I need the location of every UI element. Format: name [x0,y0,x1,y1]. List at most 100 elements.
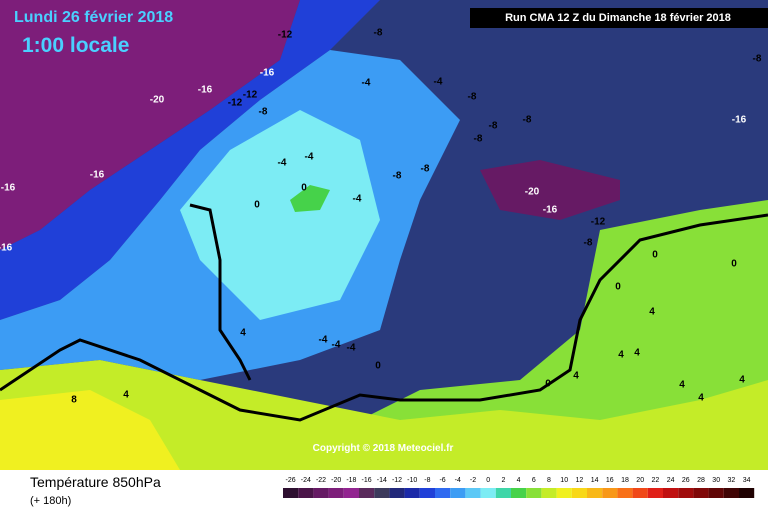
scale-tick-label: 32 [728,477,736,484]
contour-label: -4 [347,343,356,354]
scale-swatch [359,488,375,498]
scale-swatch [663,488,679,498]
scale-swatch [313,488,329,498]
contour-label: -4 [305,152,314,163]
scale-tick-label: 6 [532,477,536,484]
scale-swatch [328,488,344,498]
blue-zone [0,0,380,320]
contour-label: 0 [652,250,658,261]
scale-swatch [526,488,542,498]
contour-label: 4 [573,371,579,382]
scale-swatch [632,488,648,498]
green-zone [300,200,768,470]
contour-label: -4 [434,77,443,88]
contour-label: -4 [332,340,341,351]
scale-tick-label: 2 [501,477,505,484]
scale-swatch [693,488,709,498]
date: Lundi 26 février 2018 [14,9,173,26]
zero-contour [0,213,768,422]
cold-pool [480,160,620,220]
scale-tick-label: -22 [316,477,326,484]
scale-swatch [450,488,466,498]
contour-label: -8 [393,171,402,182]
scale-tick-label: 34 [743,477,751,484]
scale-swatch [587,488,603,498]
contour-label: 4 [649,307,655,318]
scale-tick-label: -16 [362,477,372,484]
contour-label: 4 [739,375,745,386]
scale-swatch [298,488,314,498]
scale-swatch [556,488,572,498]
scale-tick-label: -4 [455,477,461,484]
contour-label: -8 [259,107,268,118]
scale-tick-label: 22 [652,477,660,484]
scale-tick-label: -20 [331,477,341,484]
cyan-zone [180,110,380,320]
scale-swatch [435,488,451,498]
scale-tick-label: -6 [439,477,445,484]
contour-label: -12 [278,30,293,41]
legend-subtitle: (+ 180h) [30,495,71,507]
contour-label: 0 [375,361,381,372]
contour-label: -8 [584,238,593,249]
contour-labels: -12 -8-8-16-20-16-12-12-8-4 -4-8-8-8-8-16-… [0,28,762,406]
contour-label: 4 [618,350,624,361]
contour-label: -4 [362,78,371,89]
scale-tick-label: -24 [301,477,311,484]
scale-tick-label: -10 [407,477,417,484]
scale-tick-label: -12 [392,477,402,484]
scale-swatch [678,488,694,498]
scale-swatch [739,488,755,498]
contour-label: 0 [254,200,260,211]
scale-swatch [602,488,618,498]
scale-swatch [571,488,587,498]
scale-swatch [511,488,527,498]
scale-tick-label: 8 [547,477,551,484]
scale-tick-label: -18 [346,477,356,484]
scale-tick-label: 28 [697,477,705,484]
contour-label: 8 [71,395,77,406]
run-box [470,8,768,28]
scale-tick-label: 18 [621,477,629,484]
run-info: Run CMA 12 Z du Dimanche 18 février 2018 [505,12,731,24]
contour-label: -4 [353,194,362,205]
scale-tick-label: 24 [667,477,675,484]
contour-label: -20 [150,95,165,106]
contour-label: -8 [753,54,762,65]
contour-label: -16 [1,183,16,194]
contour-label: 4 [698,393,704,404]
scale-swatch [617,488,633,498]
scale-tick-label: 4 [517,477,521,484]
contour-label: -16 [90,170,105,181]
contour-label: -16 [543,205,558,216]
contour-label: -16 [0,243,13,254]
contour-label: -20 [525,187,540,198]
contour-label: -8 [421,164,430,175]
zero-contour [189,203,252,381]
scale-swatch [480,488,496,498]
scale-swatch [283,488,299,498]
scale-swatch [647,488,663,498]
contour-label: -16 [198,85,213,96]
scale-tick-label: 14 [591,477,599,484]
scale-swatch [495,488,511,498]
contour-label: 4 [634,348,640,359]
scale-tick-label: -26 [286,477,296,484]
scale-tick-label: -2 [470,477,476,484]
copyright: Copyright © 2018 Meteociel.fr [313,443,454,454]
contour-label: -12 [228,98,243,109]
contour-label: -4 [319,335,328,346]
contour-label: -8 [474,134,483,145]
scale-tick-label: 20 [636,477,644,484]
contour-label: 0 [615,282,621,293]
contour-label: 4 [123,390,129,401]
contour-label: -8 [468,92,477,103]
scale-tick-label: 10 [560,477,568,484]
contour-label: -8 [523,115,532,126]
scale-tick-label: -14 [377,477,387,484]
contour-label: 0 [731,259,737,270]
contour-label: 0 [301,183,307,194]
scale-swatch [465,488,481,498]
